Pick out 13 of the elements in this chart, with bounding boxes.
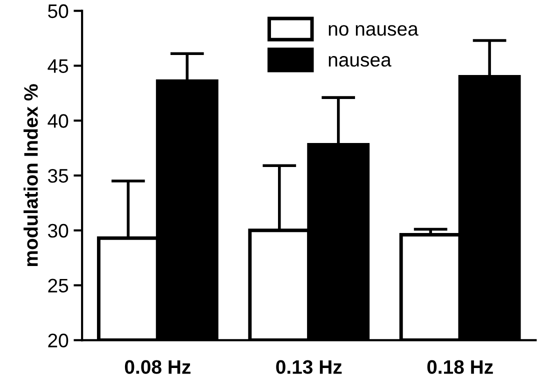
y-tick-label: 30	[48, 224, 68, 238]
legend-label: no nausea	[328, 25, 418, 36]
y-tick-label: 25	[48, 278, 68, 293]
x-tick-label: 0.08 Hz	[124, 360, 190, 374]
y-tick-label: 20	[48, 334, 68, 348]
y-tick-label: 35	[48, 168, 68, 183]
legend-label: nausea	[328, 56, 392, 67]
x-tick-label: 0.13 Hz	[276, 360, 342, 374]
y-axis-title: modulation Index %	[24, 84, 38, 266]
y-tick-label: 50	[48, 4, 68, 18]
y-tick-label: 40	[48, 114, 68, 128]
x-tick-label: 0.18 Hz	[427, 360, 493, 374]
y-tick-label: 45	[48, 59, 68, 73]
